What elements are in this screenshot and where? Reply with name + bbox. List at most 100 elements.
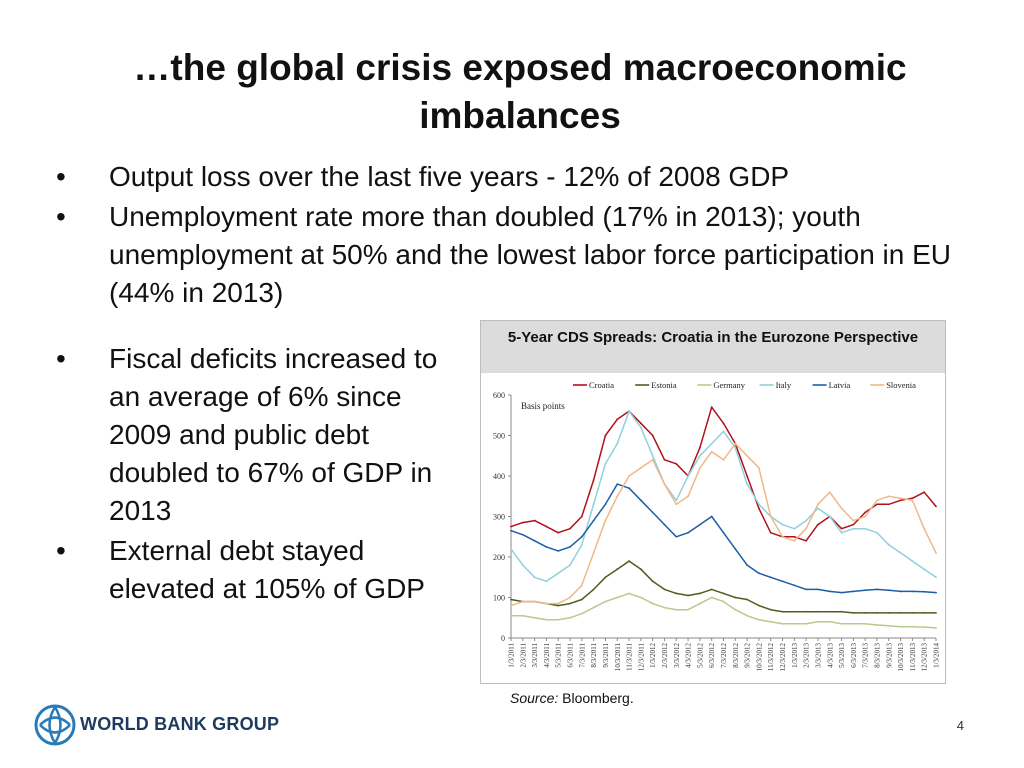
data-point-italy bbox=[911, 560, 914, 562]
data-point-croatia bbox=[793, 535, 796, 538]
data-point-germany bbox=[510, 614, 512, 617]
x-tick-label: 7/3/2011 bbox=[578, 643, 586, 668]
data-point-slovenia bbox=[805, 527, 808, 530]
data-point-slovenia bbox=[663, 483, 666, 485]
data-point-estonia bbox=[580, 598, 583, 601]
data-point-estonia bbox=[758, 604, 760, 607]
data-point-germany bbox=[876, 624, 878, 626]
data-point-croatia bbox=[852, 523, 855, 526]
data-point-italy bbox=[521, 564, 524, 566]
data-point-latvia bbox=[935, 591, 937, 594]
data-point-slovenia bbox=[793, 539, 796, 542]
data-point-estonia bbox=[769, 608, 772, 611]
y-tick-label: 400 bbox=[493, 472, 505, 481]
data-point-latvia bbox=[580, 535, 583, 538]
data-point-slovenia bbox=[864, 515, 867, 518]
source-text: Bloomberg. bbox=[562, 690, 634, 706]
data-point-estonia bbox=[935, 611, 937, 614]
data-point-estonia bbox=[687, 594, 689, 597]
data-point-slovenia bbox=[675, 503, 678, 506]
series-line-croatia bbox=[510, 406, 937, 542]
x-tick-label: 8/3/2013 bbox=[873, 643, 881, 668]
data-point-germany bbox=[651, 602, 654, 605]
x-tick-label: 8/3/2011 bbox=[590, 643, 598, 668]
data-point-germany bbox=[592, 606, 595, 609]
data-point-estonia bbox=[899, 611, 902, 614]
data-point-germany bbox=[687, 608, 689, 611]
data-point-estonia bbox=[840, 610, 843, 613]
data-point-italy bbox=[545, 580, 548, 583]
data-point-croatia bbox=[557, 531, 560, 534]
data-point-estonia bbox=[734, 596, 737, 599]
data-point-estonia bbox=[616, 568, 619, 571]
data-point-italy bbox=[805, 519, 808, 522]
data-point-slovenia bbox=[781, 535, 784, 538]
bullet-text: Fiscal deficits increased to an average … bbox=[109, 343, 438, 526]
data-point-italy bbox=[651, 454, 654, 457]
logo-text: WORLD BANK GROUP bbox=[80, 714, 280, 734]
data-point-slovenia bbox=[710, 450, 713, 453]
data-point-slovenia bbox=[651, 458, 654, 461]
data-point-germany bbox=[793, 622, 796, 625]
x-tick-label: 12/3/2011 bbox=[637, 643, 645, 672]
data-point-germany bbox=[580, 612, 583, 615]
data-point-estonia bbox=[675, 592, 678, 595]
data-point-latvia bbox=[687, 531, 689, 534]
data-point-estonia bbox=[887, 611, 890, 614]
bullet-output-loss: • Output loss over the last five years -… bbox=[52, 158, 952, 196]
data-point-italy bbox=[628, 410, 630, 413]
data-point-croatia bbox=[899, 499, 902, 502]
data-point-estonia bbox=[746, 598, 749, 601]
data-point-slovenia bbox=[639, 467, 642, 469]
data-point-slovenia bbox=[569, 596, 571, 599]
x-tick-label: 1/3/2011 bbox=[508, 643, 516, 668]
data-point-latvia bbox=[864, 589, 867, 592]
data-point-latvia bbox=[663, 523, 666, 526]
slide-title: …the global crisis exposed macroeconomic… bbox=[133, 47, 907, 136]
data-point-italy bbox=[687, 475, 689, 477]
data-point-croatia bbox=[698, 446, 701, 449]
data-point-germany bbox=[746, 614, 749, 617]
data-point-croatia bbox=[663, 458, 666, 461]
data-point-germany bbox=[533, 616, 536, 619]
data-point-estonia bbox=[817, 610, 819, 613]
data-point-croatia bbox=[817, 523, 819, 526]
data-point-italy bbox=[557, 572, 560, 575]
data-point-latvia bbox=[746, 564, 749, 566]
bullet-text: Unemployment rate more than doubled (17%… bbox=[109, 201, 952, 308]
data-point-italy bbox=[604, 462, 607, 465]
data-point-slovenia bbox=[510, 604, 512, 607]
data-point-slovenia bbox=[840, 507, 843, 510]
y-tick-label: 200 bbox=[493, 553, 505, 562]
data-point-germany bbox=[628, 592, 630, 595]
data-point-germany bbox=[722, 600, 725, 603]
data-point-croatia bbox=[758, 507, 760, 510]
data-point-latvia bbox=[675, 535, 678, 538]
x-tick-label: 11/3/2013 bbox=[909, 643, 917, 672]
cds-chart-panel: 5-Year CDS Spreads: Croatia in the Euroz… bbox=[480, 320, 946, 684]
data-point-estonia bbox=[852, 611, 855, 614]
source-note: Source: Bloomberg. bbox=[510, 690, 634, 706]
bullet-marker: • bbox=[56, 535, 66, 566]
data-point-croatia bbox=[710, 406, 713, 409]
data-point-croatia bbox=[545, 525, 548, 528]
data-point-estonia bbox=[828, 610, 831, 613]
data-point-slovenia bbox=[746, 454, 749, 457]
data-point-germany bbox=[887, 624, 890, 627]
data-point-latvia bbox=[899, 590, 902, 593]
data-point-latvia bbox=[734, 548, 737, 550]
data-point-croatia bbox=[616, 418, 619, 421]
legend-label: Croatia bbox=[589, 380, 614, 390]
data-point-slovenia bbox=[545, 602, 548, 605]
data-point-estonia bbox=[911, 611, 914, 614]
data-point-italy bbox=[592, 503, 595, 506]
data-point-slovenia bbox=[852, 519, 855, 522]
bullet-marker: • bbox=[56, 343, 66, 374]
data-point-germany bbox=[817, 620, 819, 623]
x-tick-label: 4/3/2011 bbox=[543, 643, 551, 668]
data-point-italy bbox=[580, 543, 583, 546]
data-point-italy bbox=[935, 576, 937, 579]
data-point-latvia bbox=[781, 580, 784, 583]
x-tick-label: 6/3/2011 bbox=[567, 643, 575, 668]
data-point-italy bbox=[864, 527, 867, 530]
